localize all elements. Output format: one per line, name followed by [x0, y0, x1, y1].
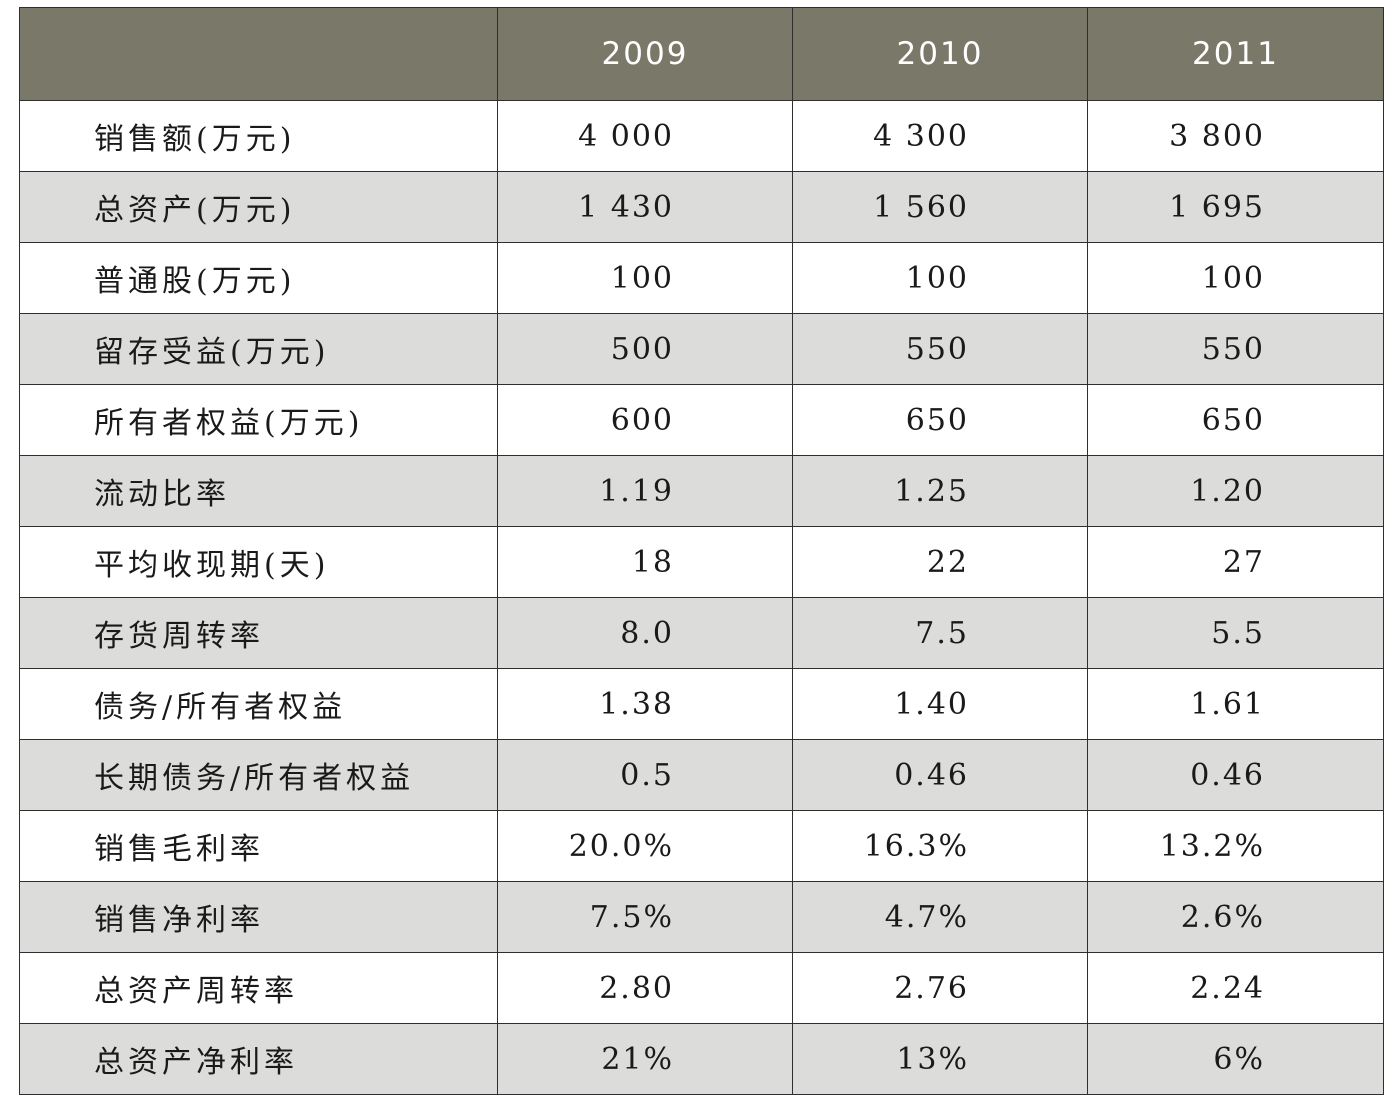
table-row: 流动比率 1.19 1.25 1.20 [19, 455, 1384, 527]
table-row: 销售净利率 7.5% 4.7% 2.6% [19, 881, 1384, 953]
row-label: 销售净利率 [19, 881, 498, 953]
row-label: 流动比率 [19, 455, 498, 527]
value-cell: 650 [792, 384, 1088, 456]
value-cell: 4.7% [792, 881, 1088, 953]
row-label: 销售额(万元) [19, 100, 498, 172]
value-cell: 550 [792, 313, 1088, 385]
value-cell: 7.5% [497, 881, 793, 953]
value-cell: 16.3% [792, 810, 1088, 882]
value-cell: 13% [792, 1023, 1088, 1095]
table-row: 销售额(万元) 4 000 4 300 3 800 [19, 100, 1384, 172]
value-cell: 600 [497, 384, 793, 456]
value-cell: 8.0 [497, 597, 793, 669]
value-cell: 1 695 [1087, 171, 1384, 243]
table-row: 平均收现期(天) 18 22 27 [19, 526, 1384, 598]
row-label: 长期债务/所有者权益 [19, 739, 498, 811]
value-cell: 100 [792, 242, 1088, 314]
value-cell: 4 000 [497, 100, 793, 172]
value-cell: 0.46 [792, 739, 1088, 811]
row-label: 普通股(万元) [19, 242, 498, 314]
value-cell: 7.5 [792, 597, 1088, 669]
row-label: 销售毛利率 [19, 810, 498, 882]
value-cell: 6% [1087, 1023, 1384, 1095]
value-cell: 550 [1087, 313, 1384, 385]
value-cell: 2.80 [497, 952, 793, 1024]
header-row: 2009 2010 2011 [19, 7, 1384, 101]
row-label: 总资产(万元) [19, 171, 498, 243]
table-row: 所有者权益(万元) 600 650 650 [19, 384, 1384, 456]
header-corner-cell [19, 7, 498, 101]
value-cell: 22 [792, 526, 1088, 598]
value-cell: 500 [497, 313, 793, 385]
row-label: 存货周转率 [19, 597, 498, 669]
row-label: 留存受益(万元) [19, 313, 498, 385]
value-cell: 1.19 [497, 455, 793, 527]
table-row: 销售毛利率 20.0% 16.3% 13.2% [19, 810, 1384, 882]
value-cell: 1.20 [1087, 455, 1384, 527]
row-label: 所有者权益(万元) [19, 384, 498, 456]
value-cell: 1.61 [1087, 668, 1384, 740]
value-cell: 21% [497, 1023, 793, 1095]
table-row: 长期债务/所有者权益 0.5 0.46 0.46 [19, 739, 1384, 811]
value-cell: 0.46 [1087, 739, 1384, 811]
table-row: 债务/所有者权益 1.38 1.40 1.61 [19, 668, 1384, 740]
value-cell: 1.38 [497, 668, 793, 740]
value-cell: 650 [1087, 384, 1384, 456]
value-cell: 20.0% [497, 810, 793, 882]
value-cell: 18 [497, 526, 793, 598]
table-row: 总资产周转率 2.80 2.76 2.24 [19, 952, 1384, 1024]
year-header-2010: 2010 [792, 7, 1088, 101]
table-row: 总资产(万元) 1 430 1 560 1 695 [19, 171, 1384, 243]
row-label: 总资产周转率 [19, 952, 498, 1024]
value-cell: 2.76 [792, 952, 1088, 1024]
value-cell: 2.6% [1087, 881, 1384, 953]
value-cell: 100 [497, 242, 793, 314]
table-row: 普通股(万元) 100 100 100 [19, 242, 1384, 314]
value-cell: 3 800 [1087, 100, 1384, 172]
value-cell: 1 560 [792, 171, 1088, 243]
value-cell: 1 430 [497, 171, 793, 243]
value-cell: 2.24 [1087, 952, 1384, 1024]
value-cell: 1.40 [792, 668, 1088, 740]
value-cell: 100 [1087, 242, 1384, 314]
table-row: 存货周转率 8.0 7.5 5.5 [19, 597, 1384, 669]
value-cell: 13.2% [1087, 810, 1384, 882]
year-header-2011: 2011 [1087, 7, 1384, 101]
table-row: 总资产净利率 21% 13% 6% [19, 1023, 1384, 1095]
value-cell: 0.5 [497, 739, 793, 811]
row-label: 总资产净利率 [19, 1023, 498, 1095]
financial-ratios-table: 2009 2010 2011 销售额(万元) 4 000 4 300 3 800… [19, 7, 1384, 1095]
row-label: 平均收现期(天) [19, 526, 498, 598]
value-cell: 27 [1087, 526, 1384, 598]
value-cell: 1.25 [792, 455, 1088, 527]
table-row: 留存受益(万元) 500 550 550 [19, 313, 1384, 385]
value-cell: 4 300 [792, 100, 1088, 172]
value-cell: 5.5 [1087, 597, 1384, 669]
row-label: 债务/所有者权益 [19, 668, 498, 740]
year-header-2009: 2009 [497, 7, 793, 101]
